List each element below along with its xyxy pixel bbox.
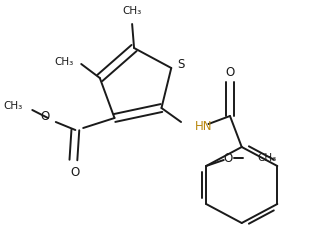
Text: S: S (178, 58, 185, 70)
Text: O: O (223, 151, 232, 165)
Text: CH₃: CH₃ (3, 101, 22, 111)
Text: CH₃: CH₃ (257, 153, 276, 163)
Text: O: O (225, 65, 235, 78)
Text: CH₃: CH₃ (54, 57, 73, 67)
Text: CH₃: CH₃ (123, 6, 142, 16)
Text: O: O (41, 110, 50, 123)
Text: HN: HN (195, 120, 212, 132)
Text: O: O (71, 166, 80, 179)
